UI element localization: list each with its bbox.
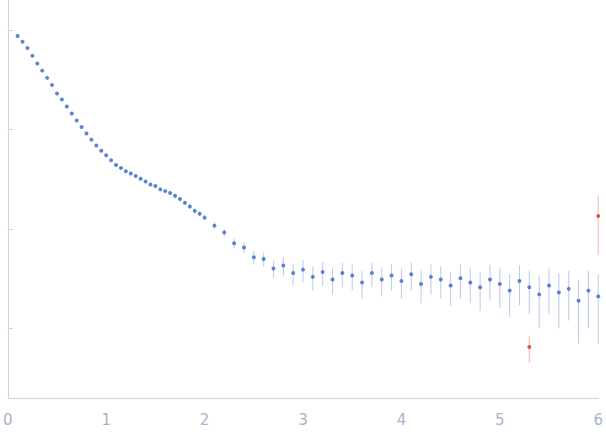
svg-text:0: 0 (3, 411, 13, 429)
svg-text:2: 2 (200, 411, 210, 429)
svg-text:5: 5 (495, 411, 505, 429)
svg-text:4: 4 (397, 411, 407, 429)
svg-text:6: 6 (593, 411, 603, 429)
svg-text:3: 3 (298, 411, 308, 429)
svg-text:1: 1 (101, 411, 111, 429)
